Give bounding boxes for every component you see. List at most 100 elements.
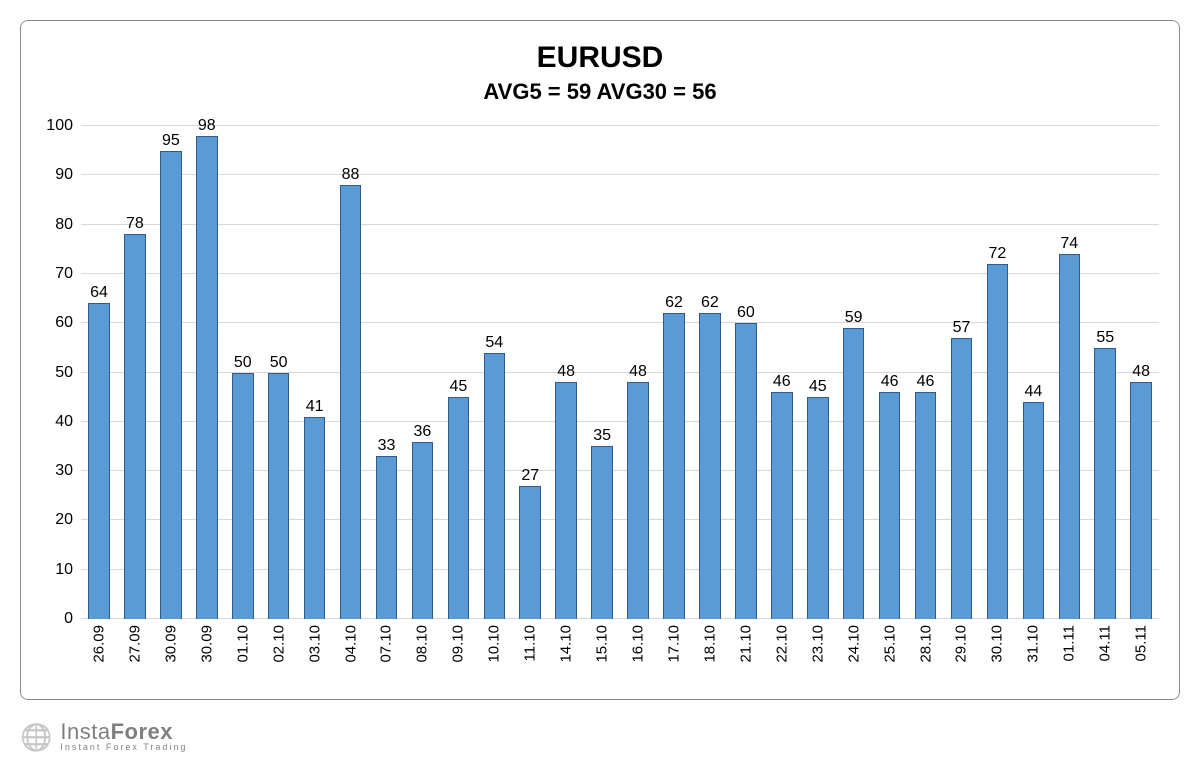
bar-value-label: 48 bbox=[1132, 363, 1150, 383]
bar-value-label: 41 bbox=[306, 398, 324, 418]
watermark-brand: InstaForex bbox=[60, 721, 187, 743]
bar: 36 bbox=[412, 442, 434, 619]
bar-value-label: 62 bbox=[665, 294, 683, 314]
bar-slot: 4431.10 bbox=[1015, 126, 1051, 619]
bar-value-label: 50 bbox=[270, 354, 288, 374]
bar-value-label: 59 bbox=[845, 309, 863, 329]
bar: 59 bbox=[843, 328, 865, 619]
x-tick-label: 07.10 bbox=[378, 619, 395, 663]
y-tick-label: 80 bbox=[55, 216, 81, 234]
bar-value-label: 60 bbox=[737, 304, 755, 324]
bar-value-label: 55 bbox=[1096, 329, 1114, 349]
bar: 41 bbox=[304, 417, 326, 619]
plot-area: 01020304050607080901006426.097827.099530… bbox=[81, 126, 1159, 619]
x-tick-label: 25.10 bbox=[881, 619, 898, 663]
bar-slot: 9530.09 bbox=[153, 126, 189, 619]
bar-value-label: 46 bbox=[917, 373, 935, 393]
x-tick-label: 16.10 bbox=[630, 619, 647, 663]
x-tick-label: 04.11 bbox=[1097, 619, 1114, 661]
bar: 45 bbox=[807, 397, 829, 619]
x-tick-label: 18.10 bbox=[701, 619, 718, 663]
x-tick-label: 17.10 bbox=[665, 619, 682, 663]
bar: 78 bbox=[124, 234, 146, 619]
bar-slot: 7401.11 bbox=[1051, 126, 1087, 619]
bar-slot: 4625.10 bbox=[872, 126, 908, 619]
x-tick-label: 27.09 bbox=[126, 619, 143, 663]
x-tick-label: 09.10 bbox=[450, 619, 467, 663]
bar-slot: 3608.10 bbox=[404, 126, 440, 619]
bar-value-label: 78 bbox=[126, 215, 144, 235]
bar-slot: 3515.10 bbox=[584, 126, 620, 619]
bar: 27 bbox=[519, 486, 541, 619]
x-tick-label: 14.10 bbox=[558, 619, 575, 663]
bar: 74 bbox=[1059, 254, 1081, 619]
bar: 50 bbox=[232, 373, 254, 620]
bar-slot: 4814.10 bbox=[548, 126, 584, 619]
bar: 95 bbox=[160, 151, 182, 619]
bar-value-label: 48 bbox=[557, 363, 575, 383]
x-tick-label: 08.10 bbox=[414, 619, 431, 663]
bar: 64 bbox=[88, 303, 110, 619]
bar-value-label: 98 bbox=[198, 117, 216, 137]
bar-slot: 5001.10 bbox=[225, 126, 261, 619]
bar: 72 bbox=[987, 264, 1009, 619]
bar: 55 bbox=[1094, 348, 1116, 619]
y-tick-label: 30 bbox=[55, 462, 81, 480]
y-tick-label: 50 bbox=[55, 364, 81, 382]
bar-slot: 5002.10 bbox=[261, 126, 297, 619]
bar: 33 bbox=[376, 456, 398, 619]
bar-value-label: 95 bbox=[162, 132, 180, 152]
bar-slot: 2711.10 bbox=[512, 126, 548, 619]
x-tick-label: 22.10 bbox=[773, 619, 790, 663]
x-tick-label: 02.10 bbox=[270, 619, 287, 663]
bar-value-label: 36 bbox=[414, 423, 432, 443]
x-tick-label: 28.10 bbox=[917, 619, 934, 663]
bar-slot: 9830.09 bbox=[189, 126, 225, 619]
bar: 62 bbox=[663, 313, 685, 619]
x-tick-label: 30.09 bbox=[198, 619, 215, 663]
bar-slot: 7827.09 bbox=[117, 126, 153, 619]
x-tick-label: 31.10 bbox=[1025, 619, 1042, 663]
bar-value-label: 62 bbox=[701, 294, 719, 314]
globe-icon: 🌐 bbox=[20, 724, 52, 750]
bar-slot: 4509.10 bbox=[440, 126, 476, 619]
bar: 45 bbox=[448, 397, 470, 619]
bar-value-label: 72 bbox=[989, 245, 1007, 265]
bar: 35 bbox=[591, 446, 613, 619]
bar-value-label: 33 bbox=[378, 437, 396, 457]
y-tick-label: 60 bbox=[55, 314, 81, 332]
bar: 88 bbox=[340, 185, 362, 619]
x-tick-label: 01.10 bbox=[234, 619, 251, 663]
bar: 48 bbox=[1130, 382, 1152, 619]
bar-slot: 4622.10 bbox=[764, 126, 800, 619]
bar-slot: 5410.10 bbox=[476, 126, 512, 619]
bars-wrap: 6426.097827.099530.099830.095001.105002.… bbox=[81, 126, 1159, 619]
bar-slot: 4628.10 bbox=[908, 126, 944, 619]
watermark-tagline: Instant Forex Trading bbox=[60, 743, 187, 752]
bar: 98 bbox=[196, 136, 218, 619]
x-tick-label: 30.09 bbox=[162, 619, 179, 663]
bar: 54 bbox=[484, 353, 506, 619]
bar: 50 bbox=[268, 373, 290, 620]
bar-value-label: 27 bbox=[521, 467, 539, 487]
y-tick-label: 20 bbox=[55, 511, 81, 529]
bar: 48 bbox=[555, 382, 577, 619]
bar-slot: 5504.11 bbox=[1087, 126, 1123, 619]
bar-slot: 6217.10 bbox=[656, 126, 692, 619]
bar: 46 bbox=[915, 392, 937, 619]
x-tick-label: 11.10 bbox=[522, 619, 539, 661]
bar: 48 bbox=[627, 382, 649, 619]
bar: 62 bbox=[699, 313, 721, 619]
bar-slot: 4805.11 bbox=[1123, 126, 1159, 619]
bar-slot: 4103.10 bbox=[297, 126, 333, 619]
x-tick-label: 15.10 bbox=[594, 619, 611, 663]
bar-slot: 6218.10 bbox=[692, 126, 728, 619]
bar-value-label: 35 bbox=[593, 427, 611, 447]
bar-slot: 3307.10 bbox=[369, 126, 405, 619]
bar-value-label: 44 bbox=[1024, 383, 1042, 403]
bar-value-label: 54 bbox=[485, 334, 503, 354]
x-tick-label: 29.10 bbox=[953, 619, 970, 663]
bar-slot: 6426.09 bbox=[81, 126, 117, 619]
bar-value-label: 45 bbox=[809, 378, 827, 398]
chart-container: EURUSD AVG5 = 59 AVG30 = 56 010203040506… bbox=[20, 20, 1180, 700]
